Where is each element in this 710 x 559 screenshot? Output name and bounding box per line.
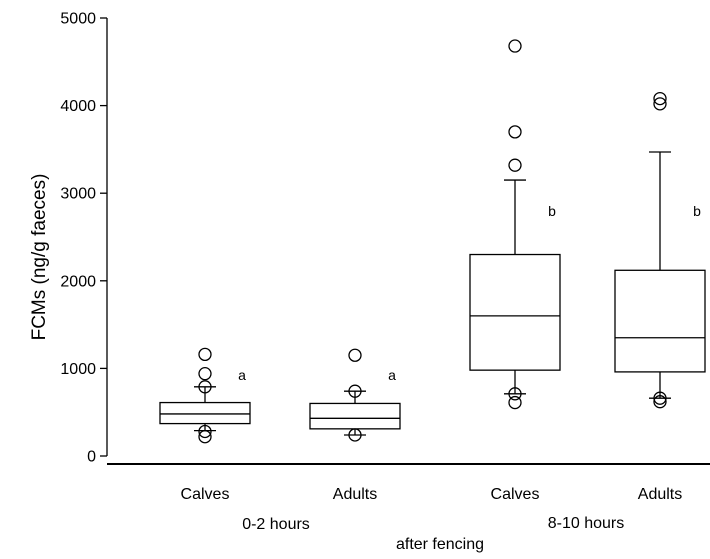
outlier-point <box>653 97 667 111</box>
outlier-point <box>508 39 522 53</box>
outlier-point <box>653 391 667 405</box>
box-plots: a Calves a Adults b Calves b Adults <box>159 39 706 503</box>
significance-label: a <box>238 367 246 383</box>
x-axis-label: after fencing <box>396 536 484 553</box>
outlier-point <box>508 158 522 172</box>
outlier-point <box>198 424 212 439</box>
significance-label: b <box>693 203 701 219</box>
y-axis-label: FCMs (ng/g faeces) <box>29 174 50 341</box>
box-plot: b Adults <box>614 91 706 503</box>
y-tick-label: 0 <box>87 449 96 466</box>
box-iqr <box>614 269 706 373</box>
outlier-point <box>653 395 667 409</box>
significance-label: b <box>548 203 556 219</box>
outlier-point <box>198 380 212 394</box>
box-iqr <box>159 401 251 425</box>
outlier-point <box>198 347 212 362</box>
box-plot: b Calves <box>469 39 561 503</box>
box-plot: a Calves <box>159 347 251 503</box>
outlier-point <box>198 430 212 444</box>
y-tick-label: 1000 <box>60 361 96 378</box>
group-label: 0-2 hours <box>242 516 310 533</box>
category-label: Adults <box>638 486 682 503</box>
y-tick-label: 2000 <box>60 273 96 290</box>
box-iqr <box>309 402 401 430</box>
group-label: 8-10 hours <box>548 515 625 532</box>
y-tick-label: 3000 <box>60 186 96 203</box>
outlier-point <box>348 428 362 442</box>
outlier-point <box>653 91 667 106</box>
outlier-point <box>348 384 362 398</box>
outlier-point <box>508 395 522 410</box>
category-label: Adults <box>333 486 377 503</box>
box-plot: a Adults <box>309 348 401 503</box>
box-iqr <box>469 253 561 371</box>
outlier-point <box>348 348 362 362</box>
y-tick-label: 4000 <box>60 98 96 115</box>
outlier-point <box>508 387 522 401</box>
outlier-point <box>508 125 522 139</box>
outlier-point <box>198 367 212 381</box>
category-label: Calves <box>181 486 230 503</box>
category-label: Calves <box>491 486 540 503</box>
y-tick-label: 5000 <box>60 11 96 28</box>
significance-label: a <box>388 367 396 383</box>
axes: 0 1000 2000 3000 4000 5000 0-2 hours 8-10 hours <box>60 11 710 533</box>
